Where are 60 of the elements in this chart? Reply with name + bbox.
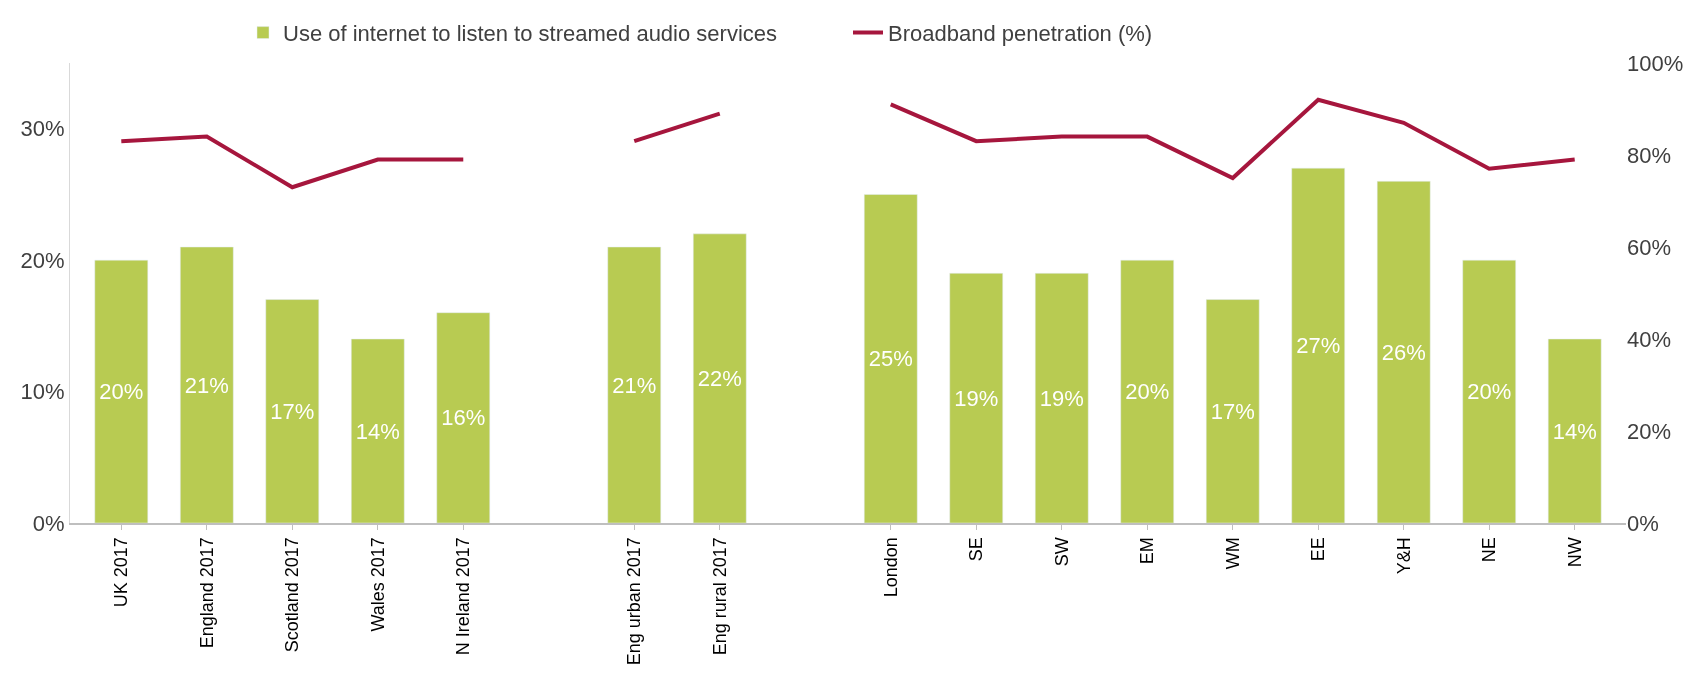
x-tick-label: Wales 2017	[367, 537, 388, 632]
bar	[607, 246, 662, 523]
x-tick-label: EE	[1308, 537, 1329, 562]
data-label: 19%	[1039, 385, 1084, 411]
data-label: 21%	[184, 372, 229, 398]
y-tick-label: 10%	[20, 379, 65, 405]
data-label: 17%	[270, 398, 315, 424]
x-tick-label: London	[880, 537, 901, 598]
bar	[1120, 259, 1174, 523]
data-label: 20%	[1467, 379, 1512, 405]
bar	[351, 338, 405, 523]
data-label: 17%	[1210, 398, 1255, 424]
x-tick-label: Eng urban 2017	[624, 537, 645, 666]
x-tick-label: EM	[1137, 537, 1158, 565]
y-tick-label: 0%	[32, 510, 65, 536]
bar	[1205, 299, 1260, 523]
bar	[1376, 181, 1431, 523]
y-tick-label: 20%	[20, 247, 65, 273]
bar	[863, 194, 918, 523]
bar	[94, 259, 149, 523]
legend-label: Use of internet to listen to streamed audio services	[283, 21, 778, 47]
y2-tick-label: 40%	[1627, 326, 1672, 352]
y-tick-label: 30%	[20, 116, 65, 142]
y2-tick-label: 60%	[1627, 234, 1672, 260]
data-label: 25%	[868, 346, 913, 372]
data-label: 27%	[1296, 333, 1341, 359]
bar	[1547, 338, 1602, 523]
data-label: 26%	[1381, 339, 1426, 365]
bar	[1291, 167, 1345, 523]
x-tick-label: UK 2017	[111, 537, 132, 608]
x-tick-label: NE	[1479, 537, 1500, 563]
bar	[1462, 259, 1516, 523]
data-label: 14%	[1552, 418, 1597, 444]
bar	[949, 273, 1003, 523]
data-label: 22%	[697, 365, 742, 391]
x-tick-label: England 2017	[196, 537, 217, 649]
data-label: 20%	[1125, 379, 1170, 405]
data-label: 14%	[355, 418, 400, 444]
y2-tick-label: 0%	[1627, 510, 1659, 536]
x-tick-label: Eng rural 2017	[709, 537, 730, 656]
x-tick-label: WM	[1222, 537, 1243, 570]
bar	[1034, 273, 1089, 523]
x-tick-label: SW	[1051, 537, 1072, 567]
y2-tick-label: 100%	[1627, 50, 1684, 76]
bar	[436, 312, 491, 523]
legend-label: Broadband penetration (%)	[888, 21, 1153, 47]
x-tick-label: Scotland 2017	[282, 537, 303, 653]
x-tick-label: N Ireland 2017	[453, 537, 474, 656]
x-tick-label: Y&H	[1393, 537, 1414, 575]
data-label: 16%	[441, 405, 486, 431]
data-label: 20%	[99, 379, 144, 405]
data-label: 21%	[612, 372, 657, 398]
x-tick-label: NW	[1564, 537, 1585, 568]
y2-tick-label: 20%	[1627, 418, 1672, 444]
bar	[693, 233, 747, 523]
y2-tick-label: 80%	[1627, 142, 1672, 168]
data-label: 19%	[954, 385, 999, 411]
bar	[265, 299, 320, 523]
bar	[180, 246, 234, 523]
x-tick-label: SE	[966, 537, 987, 562]
